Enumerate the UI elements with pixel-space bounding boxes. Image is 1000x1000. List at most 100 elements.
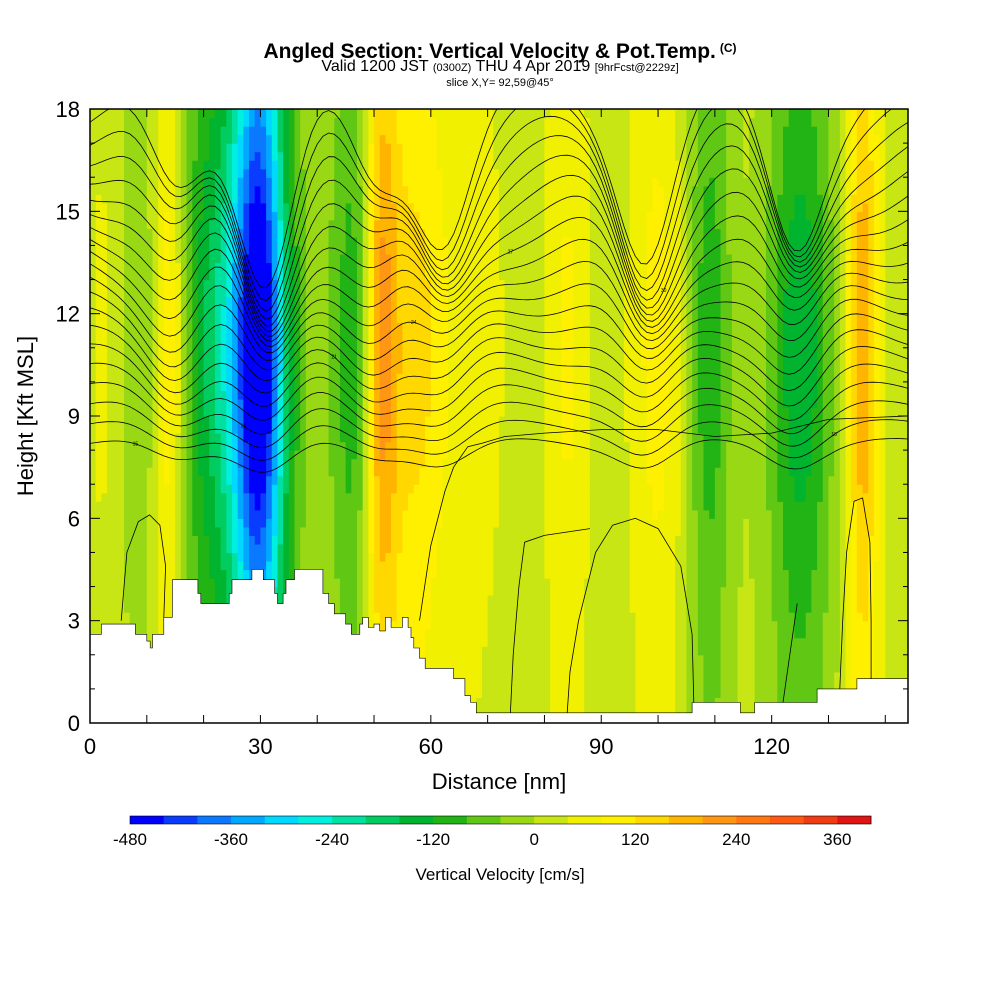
velocity-cell [300, 194, 307, 204]
velocity-cell [464, 637, 472, 647]
velocity-cell [396, 441, 404, 451]
velocity-cell [175, 117, 182, 127]
velocity-cell [243, 492, 250, 502]
velocity-cell [339, 475, 347, 485]
velocity-cell [146, 552, 154, 562]
velocity-cell [129, 364, 137, 374]
velocity-cell [408, 126, 415, 136]
velocity-cell [430, 484, 438, 494]
velocity-cell [271, 381, 279, 392]
velocity-cell [430, 381, 438, 392]
velocity-cell [180, 313, 188, 323]
velocity-cell [430, 620, 438, 630]
velocity-cell [476, 245, 483, 255]
velocity-cell [408, 373, 415, 383]
velocity-cell [192, 535, 199, 545]
velocity-cell [408, 305, 415, 315]
velocity-cell [220, 433, 227, 443]
velocity-cell [391, 202, 398, 212]
velocity-cell [311, 185, 318, 195]
velocity-cell [146, 271, 154, 281]
velocity-cell [328, 134, 335, 144]
velocity-cell [311, 126, 318, 136]
velocity-cell [101, 603, 108, 613]
velocity-cell [158, 629, 165, 639]
velocity-cell [209, 117, 216, 127]
velocity-cell [135, 109, 142, 119]
velocity-cell [476, 518, 483, 528]
velocity-cell [107, 535, 114, 545]
velocity-cell [385, 407, 392, 417]
velocity-cell [391, 416, 398, 426]
velocity-cell [322, 228, 330, 238]
velocity-cell [459, 117, 466, 127]
velocity-cell [402, 364, 409, 374]
velocity-cell [391, 219, 398, 229]
velocity-cell [169, 211, 176, 221]
velocity-cell [271, 313, 279, 323]
velocity-cell [391, 441, 398, 451]
velocity-cell [232, 185, 239, 195]
velocity-cell [129, 356, 137, 366]
velocity-cell [249, 143, 256, 153]
velocity-cell [442, 509, 449, 519]
velocity-cell [107, 560, 114, 571]
velocity-cell [203, 364, 210, 374]
velocity-cell [220, 441, 227, 451]
velocity-cell [101, 381, 108, 392]
velocity-cell [283, 134, 290, 144]
velocity-cell [180, 390, 188, 400]
velocity-cell [158, 595, 165, 605]
velocity-cell [90, 279, 97, 289]
velocity-cell [214, 168, 222, 178]
velocity-cell [220, 271, 227, 281]
velocity-cell [95, 228, 102, 238]
velocity-cell [379, 305, 386, 315]
velocity-cell [220, 526, 227, 536]
velocity-cell [243, 219, 250, 229]
velocity-cell [374, 535, 381, 545]
velocity-cell [402, 330, 409, 340]
velocity-cell [90, 202, 97, 212]
velocity-cell [356, 373, 364, 383]
velocity-cell [124, 603, 131, 613]
velocity-cell [300, 416, 307, 426]
velocity-cell [283, 509, 290, 519]
velocity-cell [334, 126, 341, 136]
velocity-cell [322, 236, 330, 247]
velocity-cell [209, 526, 216, 536]
velocity-cell [322, 509, 330, 519]
velocity-cell [260, 458, 267, 468]
velocity-cell [192, 416, 199, 426]
velocity-cell [197, 458, 205, 468]
velocity-cell [294, 288, 301, 298]
velocity-cell [419, 322, 426, 332]
velocity-cell [90, 271, 97, 281]
velocity-cell [209, 219, 216, 229]
velocity-cell [158, 245, 165, 255]
velocity-cell [464, 117, 472, 127]
velocity-cell [214, 202, 222, 212]
velocity-cell [254, 194, 262, 204]
velocity-cell [322, 202, 330, 212]
velocity-cell [470, 484, 477, 494]
velocity-cell [413, 560, 421, 571]
velocity-cell [391, 612, 398, 622]
velocity-cell [249, 185, 256, 195]
velocity-cell [209, 467, 216, 477]
velocity-cell [283, 211, 290, 221]
velocity-cell [152, 228, 159, 238]
velocity-cell [464, 211, 472, 221]
velocity-cell [237, 219, 244, 229]
velocity-cell [203, 509, 210, 519]
velocity-cell [271, 126, 279, 136]
velocity-cell [112, 509, 119, 519]
velocity-cell [214, 450, 222, 460]
velocity-cell [249, 117, 256, 127]
velocity-cell [243, 416, 250, 426]
velocity-cell [425, 552, 432, 562]
velocity-cell [328, 236, 335, 247]
velocity-cell [447, 492, 455, 502]
velocity-cell [447, 262, 455, 272]
velocity-cell [271, 586, 279, 596]
